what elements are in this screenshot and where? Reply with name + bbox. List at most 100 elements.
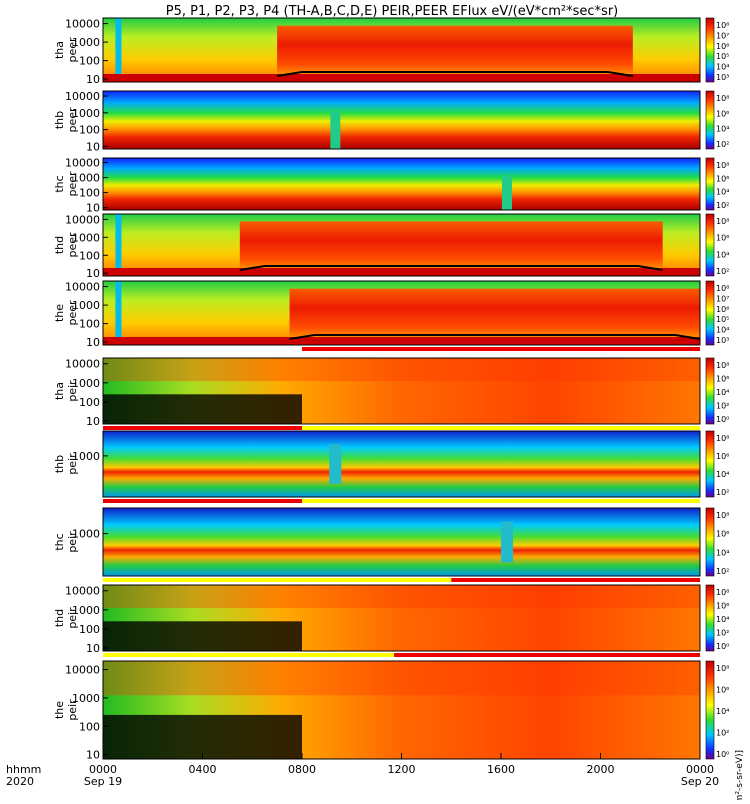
panel-label-probe: tha [53, 41, 66, 59]
colorbar-tick-label: 10⁸ [716, 588, 729, 597]
low-energy-band [103, 74, 700, 82]
colorbar [705, 660, 715, 760]
colorbar-tick-label: 10⁰ [716, 642, 729, 651]
colorbar-tick-label: 10⁸ [716, 664, 729, 673]
mode-bar-yellow [302, 426, 700, 430]
colorbar [705, 280, 715, 346]
colorbar-tick-label: 10⁷ [716, 294, 729, 303]
x-tick-date: Sep 19 [84, 775, 122, 788]
panel-label-probe: thb [53, 455, 66, 473]
colorbar-tick-label: 10⁶ [716, 602, 729, 611]
colorbar-tick-label: 10⁶ [716, 452, 729, 461]
y-tick-label: 1000 [72, 450, 100, 463]
mode-bar-yellow [103, 578, 452, 582]
chart-title: P5, P1, P2, P3, P4 (TH-A,B,C,D,E) PEIR,P… [166, 4, 619, 19]
colorbar-tick-label: 10⁸ [716, 511, 729, 520]
y-tick-label: 1000 [72, 107, 100, 120]
y-tick-label: 1000 [72, 604, 100, 617]
panel-label-probe: tha [53, 382, 66, 400]
y-tick-label: 1000 [72, 299, 100, 312]
spectrogram-thd-peir [103, 585, 700, 651]
spectrogram-thb-peer [103, 91, 700, 149]
notch-feature [330, 111, 341, 149]
colorbar [705, 213, 715, 277]
colorbar [705, 90, 715, 150]
mode-bar-red [103, 426, 302, 430]
colorbar-tick-label: 10⁴ [716, 250, 729, 259]
colorbar [705, 430, 715, 498]
panel-label-probe: the [53, 701, 66, 719]
flux-background [103, 91, 700, 149]
colorbar-tick-label: 10² [716, 201, 729, 210]
colorbar-tick-label: 10⁴ [716, 326, 729, 335]
time-axis-year-label: 2020 [6, 775, 34, 788]
y-tick-label: 100 [79, 124, 100, 137]
y-tick-label: 10 [86, 415, 100, 428]
mode-bar-red [451, 578, 700, 582]
y-tick-label: 100 [79, 720, 100, 733]
colorbar-tick-label: 10⁵ [716, 52, 729, 61]
plot-frame [102, 357, 701, 425]
colorbar-tick-label: 10⁴ [716, 615, 729, 624]
y-tick-label: 10 [86, 749, 100, 762]
colorbar-tick-label: 10⁰ [716, 415, 729, 424]
spectrogram-thb-peir [103, 431, 700, 497]
colorbar-tick-label: 10⁴ [716, 548, 729, 557]
mode-bar-yellow [302, 499, 700, 503]
y-tick-label: 1000 [72, 231, 100, 244]
plot-frame [102, 157, 701, 211]
panel-thd-peer: 10 100 1000 10000 thd peer 10⁸ 10⁶ 10⁴ 10² [53, 213, 729, 280]
low-count-region [103, 394, 302, 424]
low-energy-band [103, 268, 700, 276]
panel-label-product: peer [66, 232, 79, 258]
y-tick-label: 10000 [65, 157, 100, 170]
x-tick-label: 1600 [487, 763, 515, 776]
potential-line [289, 334, 700, 340]
y-tick-label: 10000 [65, 90, 100, 103]
x-tick-label: 0000 [89, 763, 117, 776]
colorbar-tick-label: 10⁴ [716, 707, 729, 716]
colorbar-tick-label: 10⁷ [716, 31, 729, 40]
y-tick-label: 10 [86, 336, 100, 349]
colorbar-tick-label: 10⁴ [716, 470, 729, 479]
y-tick-label: 1000 [72, 528, 100, 541]
panel-label-probe: thd [53, 236, 66, 254]
y-tick-label: 10000 [65, 18, 100, 31]
colorbar-tick-label: 10⁶ [716, 174, 729, 183]
mode-bar-red [103, 499, 302, 503]
flux-background [103, 508, 700, 576]
spectrogram-tha-peer [103, 18, 700, 82]
colorbar-tick-label: 10⁸ [716, 434, 729, 443]
high-energy-band [103, 585, 700, 609]
x-tick-label: 0000 [686, 763, 714, 776]
colorbar-tick-label: 10² [716, 488, 729, 497]
panel-label-product: peer [66, 37, 79, 63]
colorbar-tick-label: 10⁸ [716, 284, 729, 293]
panel-label-probe: the [53, 304, 66, 322]
spectrogram-thd-peer [103, 214, 700, 276]
low-count-region [103, 714, 302, 759]
colorbar-tick-label: 10² [716, 629, 729, 638]
spectrogram-thc-peer [103, 158, 700, 210]
potential-line [239, 265, 663, 271]
y-tick-label: 10 [86, 642, 100, 655]
mode-bar-red [394, 653, 700, 657]
colorbar-tick-label: 10⁸ [716, 361, 729, 370]
panel-label-product: peir [66, 380, 79, 402]
colorbar-tick-label: 10⁶ [716, 234, 729, 243]
potential-line [276, 71, 633, 77]
panel-thc-peir: 1000 thc peir 10⁸ 10⁶ 10⁴ 10² [53, 507, 729, 582]
x-tick-label: 0800 [288, 763, 316, 776]
plot-frame [102, 280, 701, 346]
notch-feature [329, 444, 342, 484]
colorbar-unit-label: [eV/(cm²-s-sr-eV)] [735, 750, 745, 800]
colorbar-tick-label: 10⁶ [716, 375, 729, 384]
notch-feature [500, 521, 513, 563]
plasma-sheet-band [289, 288, 700, 337]
colorbar-tick-label: 10³ [716, 336, 729, 345]
colorbar-tick-label: 10² [716, 267, 729, 276]
colorbar-tick-label: 10⁸ [716, 161, 729, 170]
mode-bar [302, 347, 700, 351]
